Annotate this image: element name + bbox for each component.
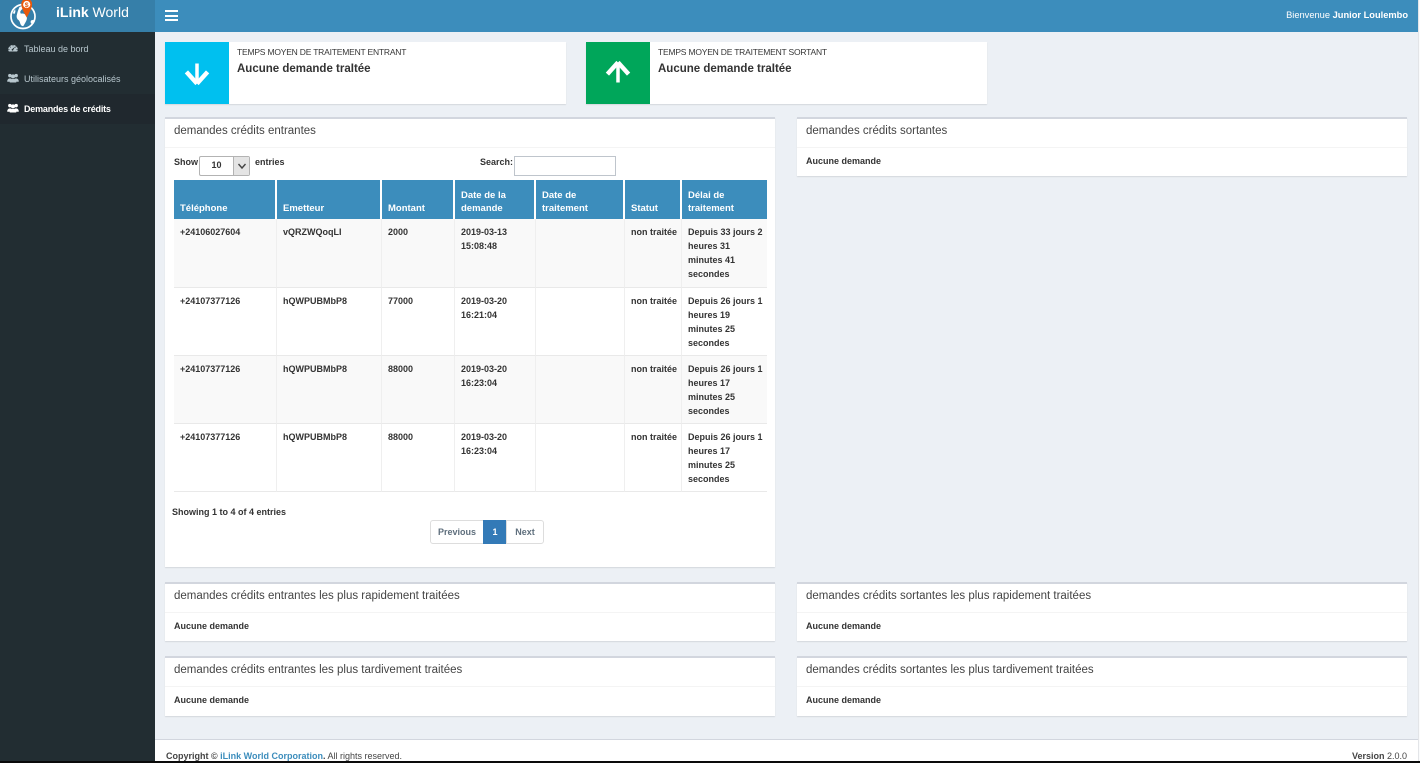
svg-text:$: $ bbox=[25, 2, 29, 9]
